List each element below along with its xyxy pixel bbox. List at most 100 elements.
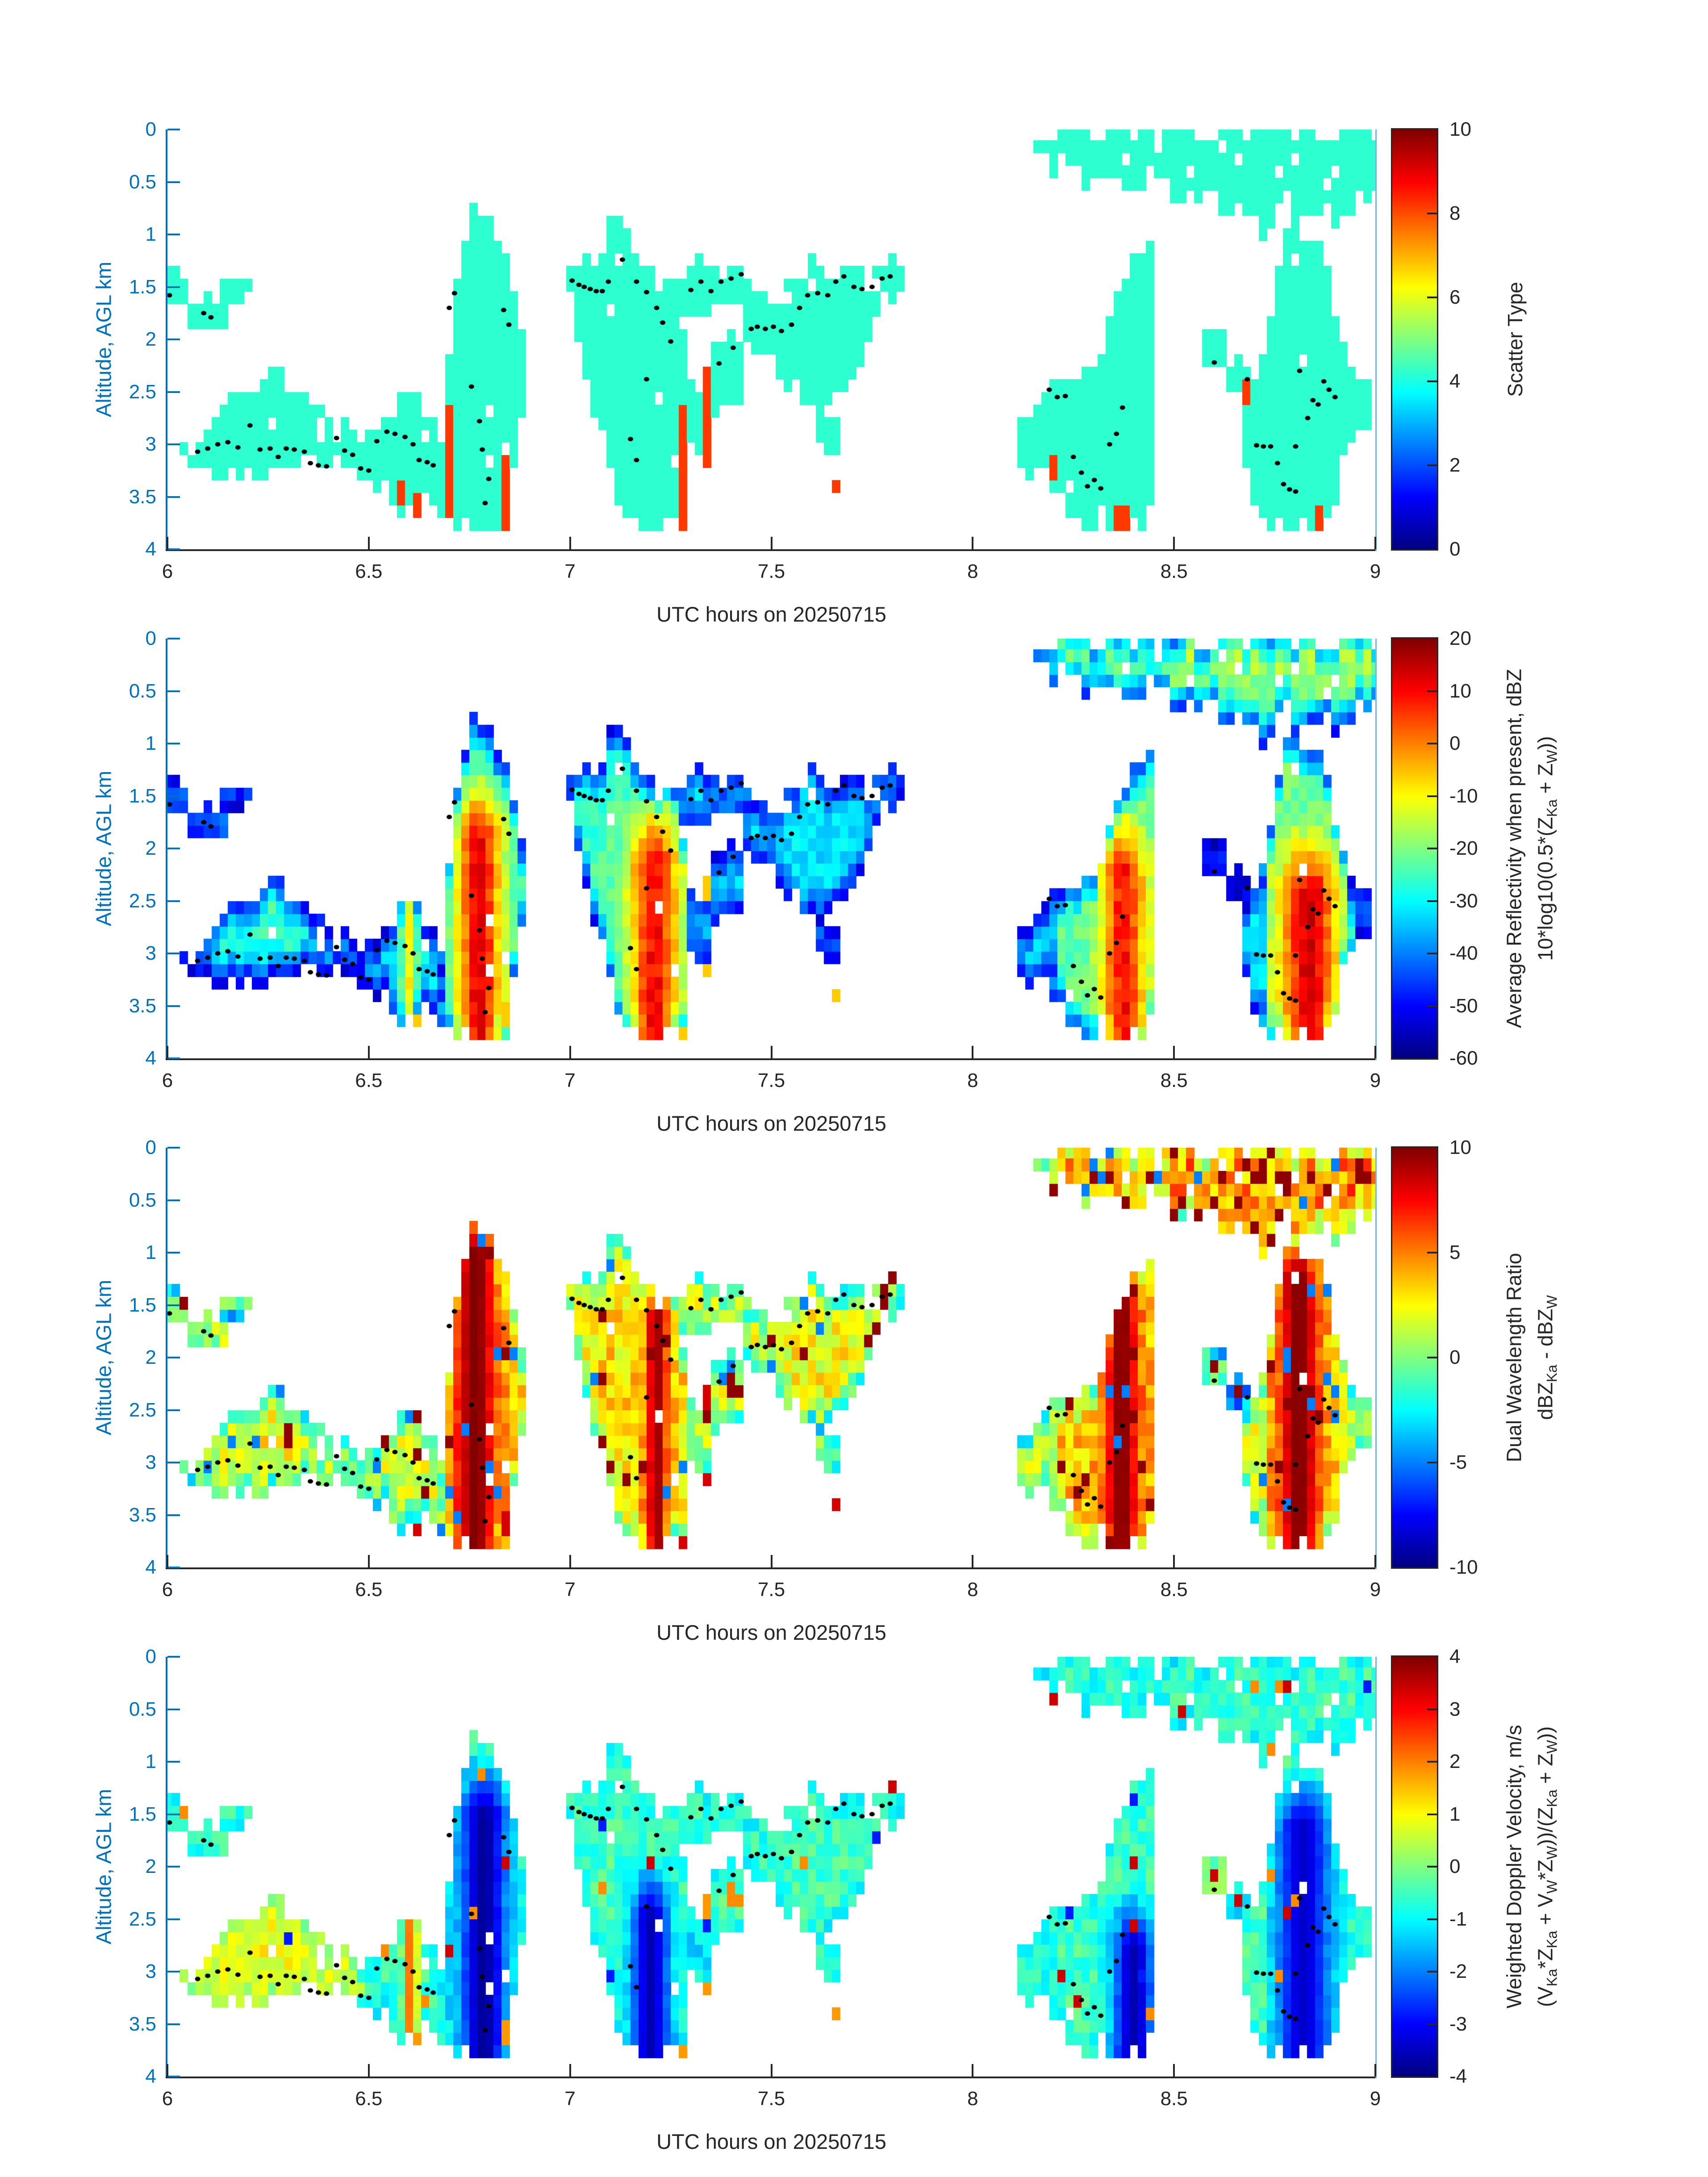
x-tick-label: 9 (1370, 2088, 1381, 2110)
x-tick-label: 7 (564, 2088, 576, 2110)
colorbar-title-dual-wavelength-ratio: Dual Wavelength Ratio dBZKa - dBZW (1502, 1253, 1560, 1462)
x-tick-label: 9 (1370, 1070, 1381, 1091)
y-tick-mark (167, 443, 180, 445)
x-tick-label: 8 (967, 1579, 978, 1600)
x-tick-mark (167, 1046, 168, 1058)
y-tick-mark (167, 496, 180, 498)
y-tick-label: 3.5 (129, 485, 156, 508)
y-tick-mark (167, 1656, 180, 1658)
colorbar-tick-label: 6 (1449, 286, 1461, 308)
x-tick-mark (569, 2064, 571, 2077)
x-tick-mark (1374, 1046, 1376, 1058)
y-axis-label: Altitude, AGL km (92, 770, 116, 927)
y-tick-label: 3.5 (129, 1504, 156, 1526)
y-tick-label: 0 (145, 627, 156, 649)
colorbar-tick-mark (1427, 1252, 1437, 1254)
colorbar-title-weighted-doppler-velocity: Weighted Doppler Velocity, m/s (VKa*ZKa +… (1502, 1725, 1560, 2009)
x-tick-label: 9 (1370, 560, 1381, 582)
y-tick-mark (167, 1357, 180, 1358)
y-tick-label: 4 (145, 538, 156, 560)
colorbar-tick-label: -5 (1449, 1451, 1467, 1473)
y-tick-mark (167, 1918, 180, 1920)
y-tick-label: 4 (145, 1556, 156, 1578)
axis-spine-right (1375, 639, 1377, 1060)
y-tick-mark (167, 1057, 180, 1059)
y-tick-mark (167, 1514, 180, 1516)
colorbar-title-scatter-type: Scatter Type (1503, 282, 1527, 397)
y-tick-label: 0 (145, 118, 156, 140)
colorbar-tick-label: -50 (1449, 994, 1478, 1017)
x-tick-label: 6 (162, 1070, 173, 1091)
colorbar-tick-mark (1427, 380, 1437, 382)
y-tick-label: 1.5 (129, 1803, 156, 1825)
y-tick-label: 0 (145, 1646, 156, 1667)
y-tick-mark (167, 795, 180, 797)
y-tick-label: 1.5 (129, 276, 156, 298)
colorbar-tick-label: 10 (1449, 118, 1471, 140)
y-tick-mark (167, 181, 180, 183)
x-tick-mark (770, 2064, 773, 2077)
x-tick-mark (167, 1555, 168, 1567)
y-tick-label: 3 (145, 1451, 156, 1473)
colorbar-canvas (1392, 130, 1437, 549)
y-tick-label: 0 (145, 1137, 156, 1158)
x-tick-mark (972, 1046, 974, 1058)
colorbar-tick-mark (1427, 900, 1437, 902)
colorbar-tick-label: -1 (1449, 1908, 1467, 1930)
colorbar-tick-mark (1427, 1005, 1437, 1007)
colorbar-tick-mark (1427, 953, 1437, 954)
colorbar-tick-label: 8 (1449, 202, 1461, 224)
colorbar-tick-label: -20 (1449, 837, 1478, 859)
colorbar-tick-label: 0 (1449, 1855, 1461, 1877)
y-tick-mark (167, 743, 180, 744)
colorbar-tick-mark (1427, 464, 1437, 466)
y-tick-mark (167, 690, 180, 692)
colorbar-tick-label: 4 (1449, 370, 1461, 392)
x-tick-label: 8.5 (1160, 1070, 1188, 1091)
x-tick-label: 6 (162, 2088, 173, 2110)
heatmap-canvas-dual-wavelength-ratio (167, 1148, 1375, 1567)
y-tick-mark (167, 391, 180, 393)
y-tick-label: 1.5 (129, 785, 156, 807)
heatmap-canvas-weighted-doppler-velocity (167, 1657, 1375, 2077)
colorbar-tick-label: -10 (1449, 785, 1478, 807)
y-tick-label: 3 (145, 433, 156, 455)
x-axis-label: UTC hours on 20250715 (656, 2130, 886, 2153)
colorbar-tick-label: -4 (1449, 2065, 1467, 2087)
y-tick-label: 3.5 (129, 994, 156, 1017)
x-tick-mark (569, 537, 571, 549)
colorbar-tick-label: 10 (1449, 1137, 1471, 1158)
x-tick-mark (1374, 537, 1376, 549)
x-tick-mark (972, 2064, 974, 2077)
colorbar-tick-label: -10 (1449, 1556, 1478, 1578)
colorbar-tick-label: -30 (1449, 890, 1478, 912)
y-tick-mark (167, 1462, 180, 1463)
colorbar-tick-mark (1427, 743, 1437, 744)
y-tick-label: 1.5 (129, 1294, 156, 1316)
y-tick-mark (167, 2076, 180, 2077)
heatmap-canvas-scatter-type (167, 130, 1375, 549)
x-tick-label: 8.5 (1160, 1579, 1188, 1600)
colorbar-average-reflectivity (1391, 637, 1438, 1060)
axis-spine-bottom (166, 2077, 1377, 2078)
y-tick-label: 2 (145, 328, 156, 350)
x-tick-mark (167, 2064, 168, 2077)
colorbar-tick-label: -2 (1449, 1960, 1467, 1982)
y-tick-label: 1 (145, 732, 156, 754)
colorbar-tick-label: 4 (1449, 1646, 1461, 1667)
y-tick-label: 0.5 (129, 1698, 156, 1720)
y-tick-label: 2.5 (129, 1399, 156, 1421)
x-tick-label: 8.5 (1160, 2088, 1188, 2110)
y-tick-mark (167, 1304, 180, 1306)
x-tick-label: 8 (967, 2088, 978, 2110)
x-tick-mark (770, 537, 773, 549)
y-tick-label: 2.5 (129, 380, 156, 403)
x-tick-label: 8 (967, 560, 978, 582)
y-axis-label: Altitude, AGL km (92, 1279, 116, 1436)
colorbar-tick-mark (1427, 1761, 1437, 1763)
x-tick-mark (770, 1555, 773, 1567)
y-tick-mark (167, 1813, 180, 1815)
colorbar-tick-mark (1427, 795, 1437, 797)
y-tick-mark (167, 900, 180, 902)
y-tick-label: 1 (145, 1241, 156, 1263)
